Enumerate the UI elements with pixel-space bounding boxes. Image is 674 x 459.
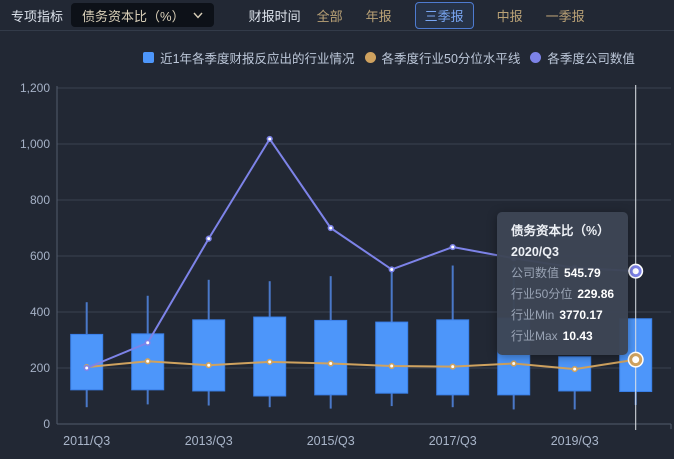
legend-item-0[interactable]: 近1年各季度财报反应出的行业情况 (143, 48, 355, 67)
legend-circle-marker (364, 51, 376, 63)
y-axis-label-400: 400 (29, 305, 50, 319)
company-line-point-2015/Q3[interactable] (327, 224, 334, 232)
p50-line-point-2016/Q3[interactable] (388, 362, 395, 370)
y-axis-label-1000: 1,000 (19, 137, 50, 151)
company-line-point-2011/Q3[interactable] (83, 364, 90, 372)
y-axis-label-0: 0 (43, 417, 50, 431)
company-value-emphasis-point[interactable] (628, 263, 644, 279)
axis-lines (56, 86, 672, 429)
chart-legend: 近1年各季度财报反应出的行业情况 各季度行业50分位水平线 各季度公司数值 (0, 48, 674, 66)
report-time-options: 全部 年报 三季报 中报 一季报 (316, 1, 585, 29)
y-axis-label-600: 600 (29, 249, 50, 263)
tooltip-title: 债务资本比（%） (511, 224, 610, 238)
x-axis-label-2011-Q3: 2011/Q3 (63, 434, 111, 448)
legend-label: 各季度公司数值 (547, 51, 635, 66)
company-line-point-2013/Q3[interactable] (205, 235, 212, 242)
x-axis-label-2019-Q3: 2019/Q3 (550, 434, 599, 448)
y-axis-label-800: 800 (29, 193, 50, 207)
legend-circle-marker (530, 51, 542, 63)
legend-label: 近1年各季度财报反应出的行业情况 (160, 51, 355, 66)
report-time-option-1[interactable]: 年报 (365, 8, 392, 24)
p50-line-point-2014/Q3[interactable] (266, 358, 273, 365)
p50-line-point-2012/Q3[interactable] (144, 358, 151, 365)
p50-emphasis-point[interactable] (627, 351, 644, 368)
legend-item-2[interactable]: 各季度公司数值 (530, 48, 635, 67)
chart-tooltip: 债务资本比（%） 2020/Q3 公司数值 545.79 行业50分位 229.86 行… (497, 212, 629, 355)
chevron-down-icon (193, 12, 203, 19)
candlestick-2014/Q3[interactable] (253, 281, 287, 408)
p50-line-point-2015/Q3[interactable] (327, 360, 334, 367)
tooltip-rows: 公司数值 545.79 行业50分位 229.86 行业Min 3770.17 行业Max 1… (511, 263, 614, 347)
y-axis-label-1200: 1,200 (19, 81, 50, 95)
indicator-label: 专项指标 (11, 8, 64, 24)
candlestick-2015/Q3[interactable] (314, 276, 348, 409)
company-line-point-2012/Q3[interactable] (144, 339, 151, 346)
y-axis-label-200: 200 (29, 361, 50, 375)
header: 专项指标 债务资本比（%） 财报时间 全部 年报 三季报 中报 一季报 (0, 0, 674, 31)
indicator-dropdown-value: 债务资本比（%） (82, 8, 185, 24)
tooltip-row-0: 公司数值 545.79 (511, 266, 601, 280)
report-time-option-3[interactable]: 中报 (496, 8, 523, 24)
p50-line (83, 356, 639, 373)
p50-line-point-2017/Q3[interactable] (449, 363, 456, 370)
company-line-point-2016/Q3[interactable] (388, 266, 395, 273)
report-time-option-2-active[interactable]: 三季报 (414, 1, 474, 29)
candlestick-2017/Q3[interactable] (436, 265, 470, 408)
tooltip-row-2: 行业Min 3770.17 (511, 308, 603, 322)
x-axis-label-2015-Q3: 2015/Q3 (306, 434, 355, 448)
legend-item-1[interactable]: 各季度行业50分位水平线 (364, 48, 521, 67)
x-axis-label-2013-Q3: 2013/Q3 (184, 434, 233, 448)
legend-square-marker (143, 51, 155, 63)
candlestick-2019/Q3[interactable] (558, 356, 592, 410)
tooltip-row-1: 行业50分位 229.86 (511, 287, 615, 301)
tooltip-period: 2020/Q3 (511, 245, 559, 259)
tooltip-row-3: 行业Max 10.43 (511, 329, 593, 343)
candlestick-2011/Q3[interactable] (70, 302, 104, 408)
legend-label: 各季度行业50分位水平线 (381, 51, 521, 66)
report-time-label: 财报时间 (248, 8, 301, 24)
candlestick-2013/Q3[interactable] (192, 279, 226, 406)
p50-line-point-2019/Q3[interactable] (571, 366, 578, 373)
candlestick-2016/Q3[interactable] (375, 270, 409, 407)
report-time-option-4[interactable]: 一季报 (545, 8, 585, 24)
company-line-point-2014/Q3[interactable] (266, 135, 273, 143)
x-axis-label-2017-Q3: 2017/Q3 (428, 434, 477, 448)
p50-line-point-2013/Q3[interactable] (205, 362, 212, 369)
indicator-dropdown[interactable]: 债务资本比（%） (71, 3, 214, 27)
report-time-option-0[interactable]: 全部 (316, 8, 343, 24)
company-line-point-2017/Q3[interactable] (449, 243, 456, 251)
p50-line-point-2018/Q3[interactable] (510, 360, 517, 367)
